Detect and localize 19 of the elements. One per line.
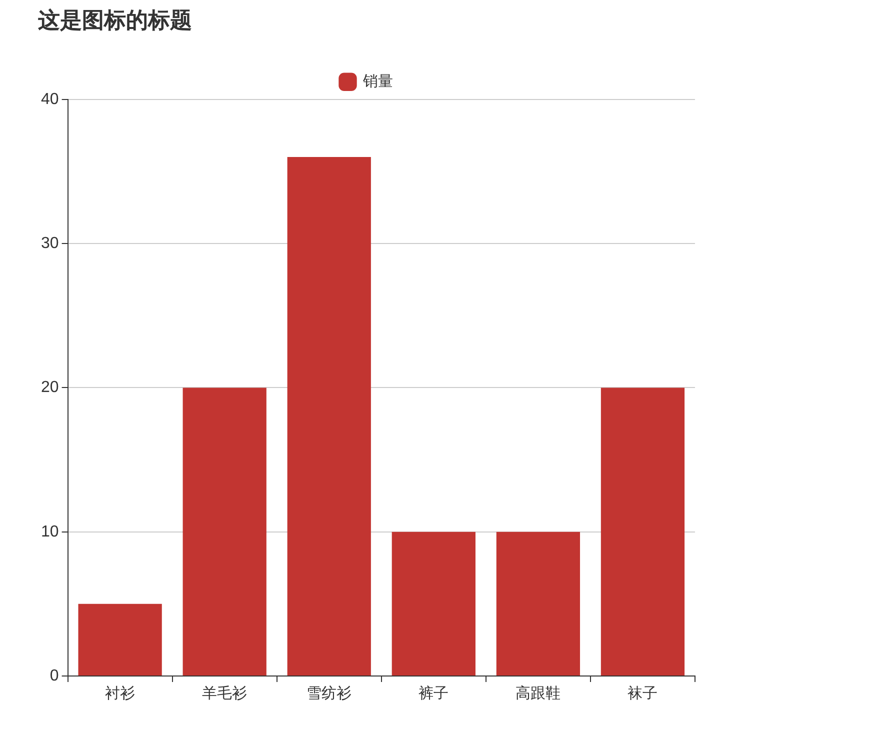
y-tick-label: 0 xyxy=(50,667,59,684)
bar xyxy=(287,157,371,676)
x-tick-label: 衬衫 xyxy=(105,685,136,702)
x-tick-label: 裤子 xyxy=(418,685,449,702)
bar xyxy=(600,388,685,676)
y-tick-label: 40 xyxy=(41,90,59,108)
x-tick-label: 袜子 xyxy=(628,685,658,702)
y-tick-label: 30 xyxy=(41,234,59,252)
x-tick-label: 羊毛衫 xyxy=(202,685,248,702)
legend-label: 销量 xyxy=(362,73,393,90)
y-tick-label: 10 xyxy=(41,523,59,540)
bar xyxy=(392,532,476,676)
bar xyxy=(182,388,266,676)
chart-title: 这是图标的标题 xyxy=(38,7,192,32)
y-tick-label: 20 xyxy=(41,379,59,396)
bar xyxy=(78,604,162,676)
bar xyxy=(496,532,580,676)
x-tick-label: 高跟鞋 xyxy=(516,685,561,702)
x-tick-label: 雪纺衫 xyxy=(306,685,352,702)
